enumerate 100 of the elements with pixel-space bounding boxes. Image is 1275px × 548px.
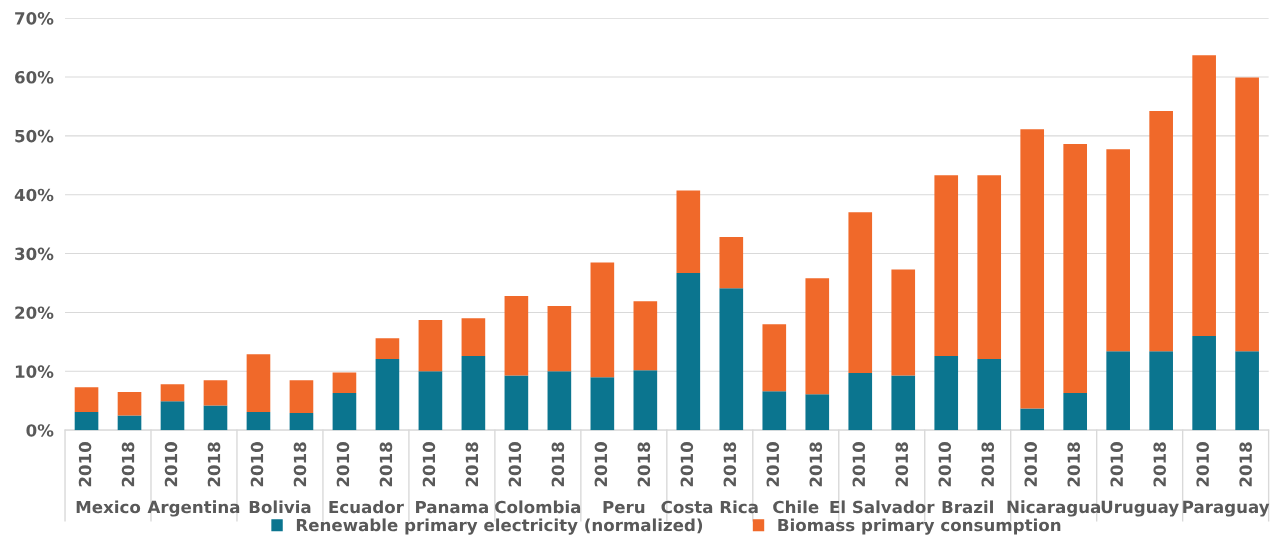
bar [504, 375, 529, 431]
bar [1192, 55, 1216, 336]
bar [891, 269, 916, 376]
bar [1149, 111, 1173, 352]
x-tick-label: 2010 [766, 442, 780, 487]
x-tick-label: 2018 [379, 442, 393, 487]
text: Colombia [495, 500, 581, 514]
bar [977, 358, 1002, 431]
bar [676, 272, 701, 431]
x-tick-label: 2018 [121, 442, 135, 487]
x-tick-label: 2010 [250, 442, 264, 487]
bar [74, 411, 99, 431]
bar [418, 371, 443, 431]
bar [117, 391, 142, 416]
x-tick-label: 2018 [551, 442, 565, 487]
bar [1106, 149, 1130, 352]
x-tick-label: 2018 [1153, 442, 1166, 487]
bar [74, 387, 99, 412]
x-tick-label: 2010 [1024, 442, 1038, 487]
bar [332, 372, 357, 394]
text: Panama [416, 500, 488, 514]
bar [1020, 129, 1045, 409]
x-tick-label: 2010 [1110, 442, 1124, 487]
text: Argentina [147, 500, 240, 517]
x-tick-label: 2010 [164, 442, 178, 487]
text: Ecuador [329, 500, 404, 514]
text: Bolivia [249, 500, 311, 514]
x-tick-label: 2010 [78, 442, 92, 487]
bar [1063, 144, 1088, 394]
text: Mexico [76, 500, 141, 514]
x-tick-label: 2010 [508, 442, 522, 487]
bar [289, 380, 314, 414]
y-tick-label: 0% [26, 424, 54, 437]
text: El Salvador [830, 500, 935, 514]
y-tick-label: 20% [15, 306, 54, 320]
x-tick-label: 2018 [1067, 442, 1081, 487]
bar [547, 371, 572, 431]
x-tick-label: 2010 [422, 442, 436, 487]
text: Peru [603, 500, 645, 514]
x-tick-label: 2018 [1239, 442, 1252, 487]
bar [160, 401, 185, 431]
y-tick-label: 50% [15, 129, 54, 143]
bar [891, 375, 916, 431]
bar [1235, 351, 1259, 431]
text: Nicaragua [1007, 500, 1101, 517]
bar [1020, 408, 1045, 431]
x-tick-label: 2018 [465, 442, 479, 487]
y-tick-label: 40% [14, 188, 54, 202]
bar [1149, 351, 1173, 431]
text: Uruguay [1101, 500, 1179, 517]
bar [633, 370, 658, 431]
bar [590, 377, 615, 431]
bar [504, 295, 529, 376]
bar [719, 237, 744, 289]
text: Chile [773, 500, 819, 514]
y-tick-label: 10% [15, 365, 54, 378]
bar [1106, 351, 1130, 431]
x-tick-label: 2010 [680, 442, 694, 487]
x-tick-label: 2010 [336, 442, 350, 487]
legend-label: Renewable primary electricity (normalized) [296, 518, 703, 535]
bar [934, 356, 959, 431]
bar [461, 356, 486, 431]
bar [805, 278, 830, 395]
bar [762, 324, 787, 392]
y-tick-label: 60% [15, 70, 54, 84]
bar [676, 190, 701, 273]
bar [805, 394, 830, 431]
bar [1063, 393, 1088, 431]
bar [332, 393, 357, 431]
bar [160, 384, 185, 402]
x-tick-label: 2010 [594, 442, 608, 487]
bar [633, 301, 658, 371]
bar [1192, 335, 1216, 431]
bar [117, 415, 142, 431]
bar [246, 411, 271, 431]
text: Paraguay [1183, 500, 1270, 517]
x-tick-label: 2018 [207, 442, 221, 487]
x-tick-label: 2018 [809, 442, 823, 487]
x-tick-label: 2018 [637, 442, 651, 487]
x-tick-label: 2010 [1196, 442, 1209, 487]
bar [762, 391, 787, 431]
x-tick-label: 2010 [852, 442, 866, 487]
y-tick-label: 30% [15, 247, 54, 261]
bar [590, 262, 615, 378]
bar [547, 305, 572, 372]
bar [375, 358, 400, 431]
bar [719, 288, 744, 431]
bar [203, 380, 228, 406]
x-tick-label: 2018 [981, 442, 995, 487]
bar [934, 175, 959, 356]
bar [848, 212, 873, 374]
bar [246, 354, 271, 412]
bar [1235, 77, 1259, 352]
bar [848, 373, 873, 431]
y-tick-label: 70% [15, 12, 54, 25]
x-tick-label: 2018 [293, 442, 307, 487]
bar [461, 318, 486, 356]
bar [375, 338, 400, 359]
text: Brazil [942, 500, 993, 514]
x-tick-label: 2010 [938, 442, 952, 487]
